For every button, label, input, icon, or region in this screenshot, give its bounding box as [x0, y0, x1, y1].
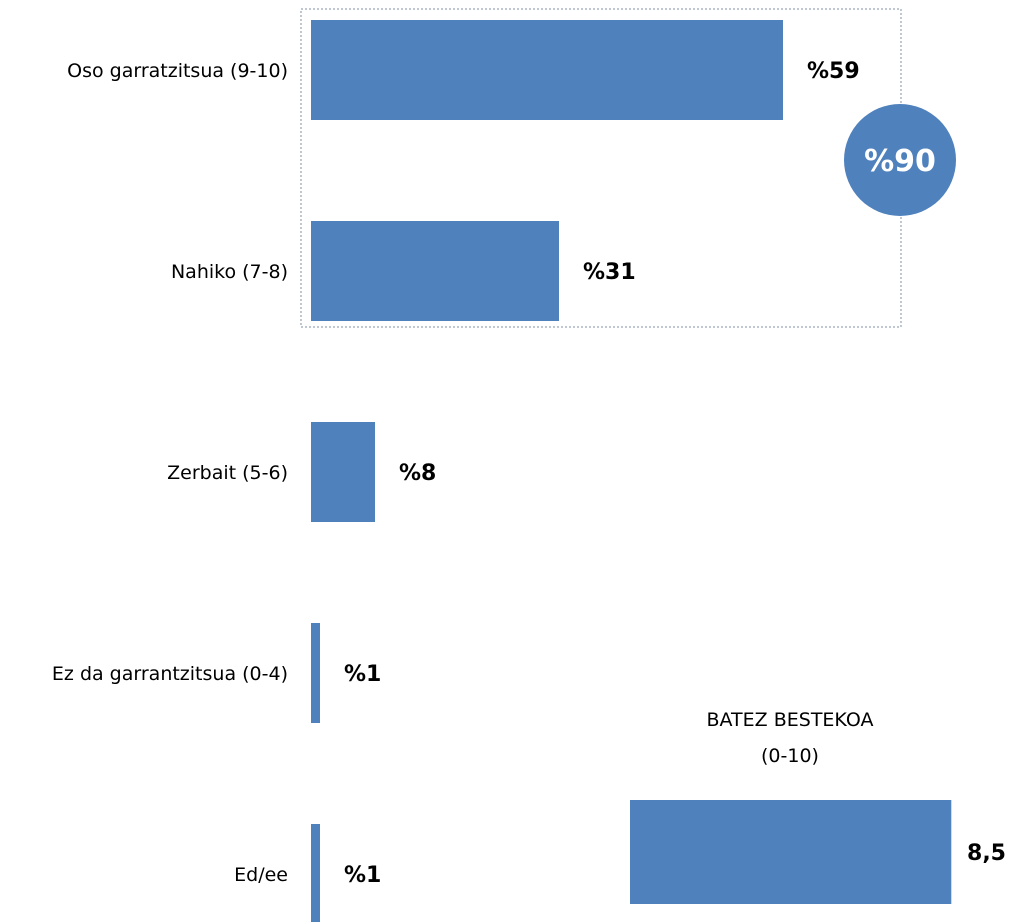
bar	[311, 221, 559, 321]
average-value-label: 8,5	[967, 841, 1006, 866]
average-title-line1: BATEZ BESTEKOA	[707, 709, 874, 731]
average-section: BATEZ BESTEKOA (0-10) 8,5	[630, 709, 1006, 904]
category-label: Zerbait (5-6)	[167, 462, 288, 484]
value-label: %1	[344, 662, 381, 687]
highlight-badge	[844, 104, 956, 216]
value-label: %8	[399, 461, 436, 486]
highlight-badge-label: %90	[864, 144, 936, 179]
value-label: %31	[583, 260, 636, 285]
category-label: Ed/ee	[234, 864, 288, 886]
category-label: Nahiko (7-8)	[171, 261, 288, 283]
bar	[311, 422, 375, 522]
average-bar	[630, 800, 952, 904]
category-label: Oso garratzitsua (9-10)	[67, 60, 288, 82]
bar	[311, 623, 320, 723]
average-title-line2: (0-10)	[761, 745, 819, 767]
bar	[311, 20, 783, 120]
value-label: %59	[807, 59, 860, 84]
category-label: Ez da garrantzitsua (0-4)	[52, 663, 288, 685]
value-label: %1	[344, 863, 381, 888]
highlight-group: %90	[300, 8, 956, 328]
bar	[311, 824, 320, 922]
bars-layer: Oso garratzitsua (9-10) %59 Nahiko (7-8) %3…	[52, 20, 860, 922]
highlight-box	[300, 8, 902, 328]
